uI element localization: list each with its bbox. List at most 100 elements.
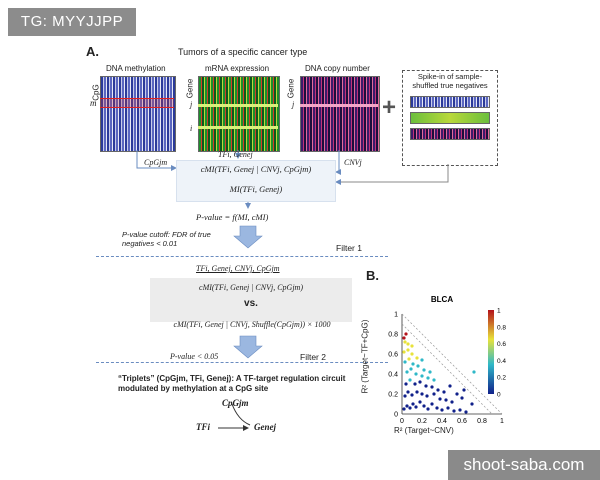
scatter-point [407, 357, 411, 361]
scatter-point [428, 370, 432, 374]
mrna-row-j [198, 104, 278, 107]
scatter-point [406, 390, 410, 394]
comparison-box [150, 278, 352, 322]
methylation-title: DNA methylation [106, 64, 166, 73]
big-arrow-2 [233, 335, 263, 359]
scatter-point [432, 392, 436, 396]
scatter-point [458, 408, 462, 412]
scatter-point [450, 400, 454, 404]
row-marker-m: m [90, 98, 97, 108]
plus-sign: + [382, 94, 397, 121]
scatter-point [402, 336, 406, 340]
scatter-point [418, 380, 422, 384]
cnv-j-label: CNVj [344, 158, 362, 167]
scatter-point [416, 364, 420, 368]
row-marker-i-mrna: i [190, 124, 193, 133]
spike-in-cnv-strip [410, 128, 490, 140]
colorbar-tick-label: 0.4 [497, 358, 506, 365]
chart-title: BLCA [431, 295, 453, 304]
colorbar-tick-label: 0.6 [497, 341, 506, 348]
spike-in-label: Spike-in of sample-shuffled true negativ… [412, 72, 488, 90]
scatter-point [403, 394, 407, 398]
spike-in-mrna-strip [410, 112, 490, 124]
cnv-heatmap [300, 76, 380, 152]
arrow-spike-in [335, 164, 449, 185]
scatter-point [406, 342, 410, 346]
scatter-point [404, 382, 408, 386]
guide-line-1 [401, 313, 503, 415]
scatter-point [426, 376, 430, 380]
triplet-branch [231, 403, 251, 426]
x-tick-label: 1 [500, 418, 504, 425]
scatter-point [432, 378, 436, 382]
triplet-gene: Genej [254, 422, 276, 432]
scatter-point [415, 356, 419, 360]
quad-label: TFi, Genej, CNVj, CpGjm [196, 264, 280, 273]
y-tick-label: 0.2 [388, 392, 398, 399]
scatter-point [452, 409, 456, 413]
watermark-top: TG: MYYJJPP [8, 8, 136, 36]
filter1-line [96, 256, 388, 257]
scatter-point [430, 402, 434, 406]
scatter-point [420, 358, 424, 362]
scatter-point [424, 384, 428, 388]
x-tick-label: 0.6 [457, 418, 467, 425]
scatter-point [414, 405, 418, 409]
x-tick-label: 0.2 [417, 418, 427, 425]
scatter-point [444, 398, 448, 402]
methylation-row-highlight [100, 98, 174, 108]
scatter-point [409, 367, 413, 371]
panel-a-title: Tumors of a specific cancer type [178, 47, 308, 57]
scatter-point [408, 406, 412, 410]
scatter-point [420, 392, 424, 396]
scatter-point [446, 406, 450, 410]
scatter-plot: BLCA 0 0.2 0.4 0.6 0.8 1 0 0.2 0.4 0.6 0.8 1 1 0.8 0.… [388, 295, 506, 425]
scatter-point [411, 362, 415, 366]
watermark-bottom: shoot-saba.com [448, 450, 600, 480]
scatter-point [435, 406, 439, 410]
colorbar-tick-label: 0 [497, 392, 501, 399]
scatter-point [418, 400, 422, 404]
scatter-point [415, 390, 419, 394]
scatter-point [410, 393, 414, 397]
scatter-point [411, 402, 415, 406]
scatter-point [403, 340, 407, 344]
cnv-row-j [300, 104, 378, 107]
row-marker-j-cnv: j [292, 100, 295, 109]
arrow-cpg [136, 150, 177, 171]
filter2-label: Filter 2 [300, 352, 326, 362]
x-axis-label: R² (Target~CNV) [394, 426, 454, 435]
mrna-row-i [198, 126, 278, 129]
triplet-tf: TFi [196, 422, 211, 432]
scatter-point [404, 332, 408, 336]
scatter-point [464, 410, 468, 414]
spike-in-methylation-strip [410, 96, 490, 108]
scatter-point [470, 402, 474, 406]
arrow-cnv [335, 150, 341, 175]
colorbar-tick-label: 1 [497, 308, 501, 315]
x-tick-label: 0.8 [477, 418, 487, 425]
cmi-box [176, 160, 336, 202]
scatter-point [402, 350, 406, 354]
cmi-formula: cMI(TFi, Genej | CNVj, CpGjm) [200, 164, 312, 174]
scatter-point [455, 392, 459, 396]
scatter-point [460, 396, 464, 400]
x-tick-label: 0 [400, 418, 404, 425]
cutoff-text: P-value cutoff: FDR of true negatives < … [122, 230, 211, 248]
triplets-text: “Triplets” (CpGjm, TFi, Genej): A TF-tar… [118, 374, 346, 393]
scatter-point [410, 352, 414, 356]
y-tick-label: 0 [394, 412, 398, 419]
x-tick-label: 0.4 [437, 418, 447, 425]
scatter-point [405, 370, 409, 374]
scatter-point [430, 385, 434, 389]
triplet-cpg: CpGjm [222, 398, 249, 408]
y-tick-label: 1 [394, 312, 398, 319]
filter1-label: Filter 1 [336, 243, 362, 253]
scatter-point [422, 368, 426, 372]
y-axis-label: R² (Target~TF+CpG) [360, 319, 370, 394]
scatter-point [403, 360, 407, 364]
y-tick-label: 0.4 [388, 372, 398, 379]
methylation-heatmap [100, 76, 176, 152]
colorbar-tick-label: 0.8 [497, 324, 506, 331]
scatter-point [442, 390, 446, 394]
